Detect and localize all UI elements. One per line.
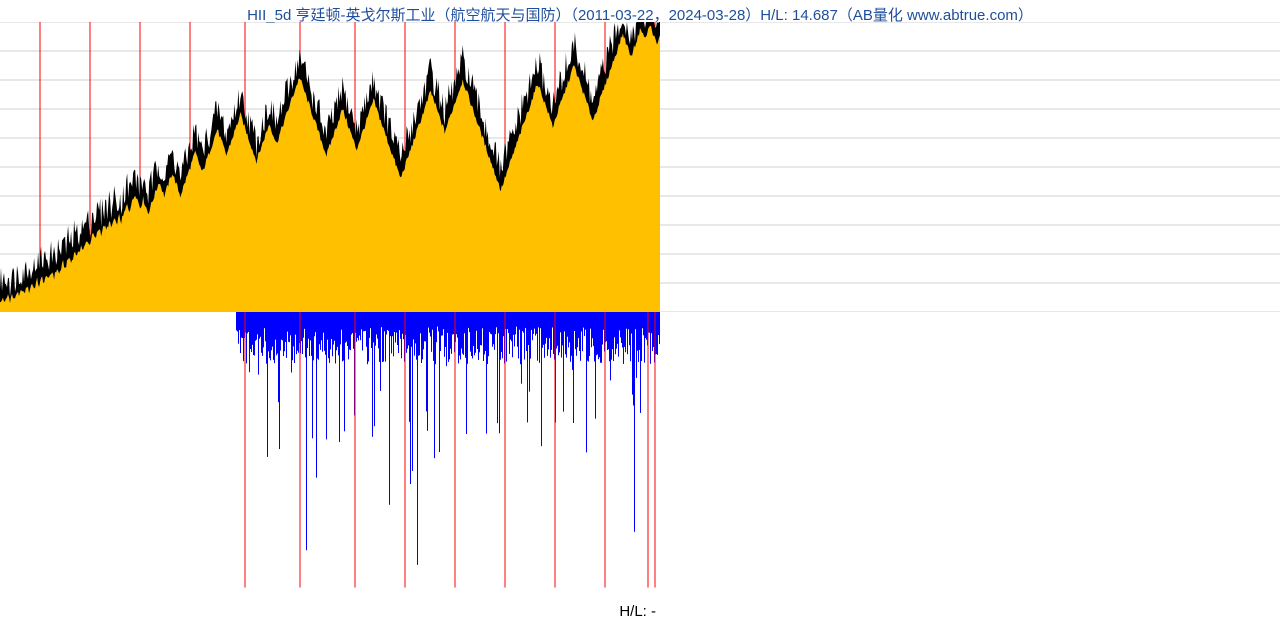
upper-chart <box>0 22 1280 312</box>
hl-label: H/L: - <box>0 603 660 620</box>
lower-chart <box>0 312 1280 602</box>
